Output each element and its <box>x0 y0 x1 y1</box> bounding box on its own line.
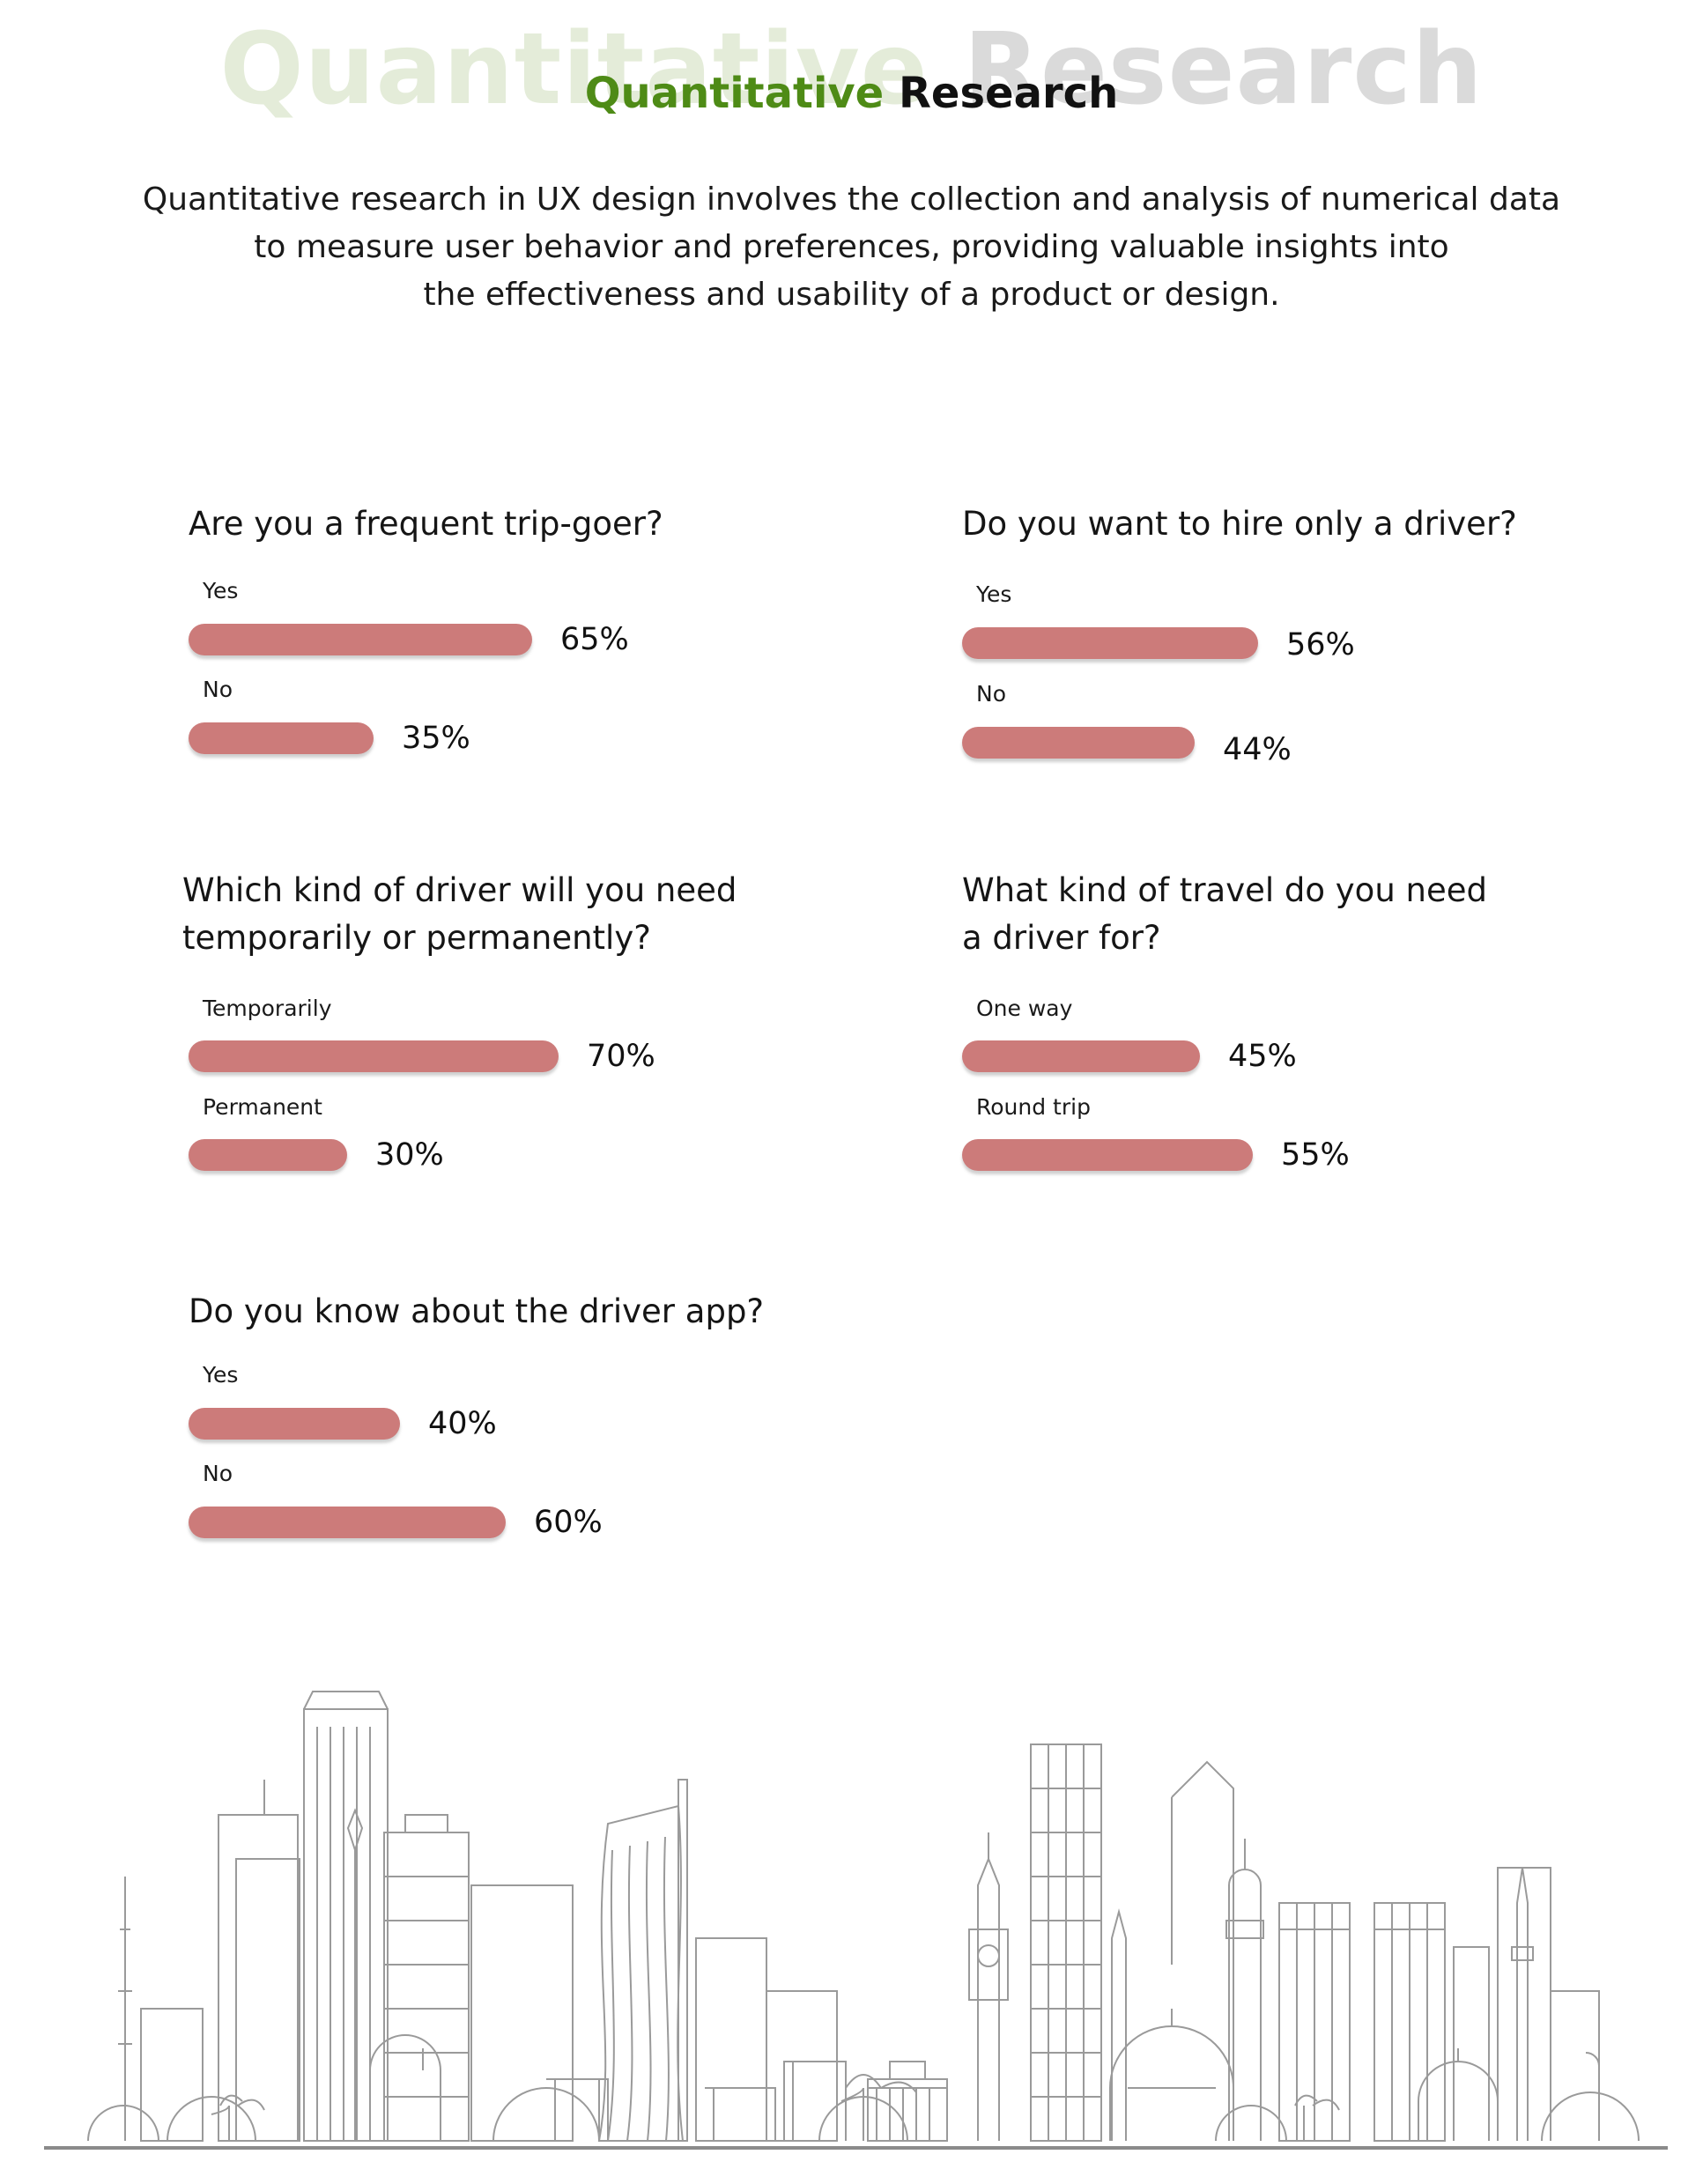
chart-5-value-1: 40% <box>428 1406 497 1441</box>
chart-4-label-2: Round trip <box>976 1094 1091 1120</box>
chart-4-value-2: 55% <box>1281 1137 1350 1173</box>
chart-1-title: Are you a frequent trip-goer? <box>189 505 663 543</box>
intro-line-1: Quantitative research in UX design invol… <box>142 181 1561 218</box>
chart-4-title-line-2: a driver for? <box>962 919 1161 957</box>
chart-5-value-2: 60% <box>534 1505 603 1540</box>
chart-2-bar-1 <box>962 627 1258 659</box>
chart-3-value-2: 30% <box>375 1137 444 1173</box>
watermark-word-2: Research <box>963 12 1484 127</box>
watermark-word-1: Quantitative <box>219 12 929 127</box>
chart-3-title-line-1: Which kind of driver will you need <box>182 871 737 909</box>
chart-3-label-1: Temporarily <box>203 996 332 1021</box>
chart-2-bar-2 <box>962 727 1195 759</box>
chart-4-label-1: One way <box>976 996 1073 1021</box>
chart-4-title-line-1: What kind of travel do you need <box>962 871 1487 909</box>
chart-3-bar-2 <box>189 1139 347 1171</box>
chart-2-value-2: 44% <box>1223 732 1292 767</box>
chart-4-bar-1 <box>962 1040 1200 1072</box>
watermark-title: Quantitative Research <box>0 12 1703 127</box>
city-skyline-illustration <box>44 1691 1668 2150</box>
intro-line-2: to measure user behavior and preferences… <box>254 229 1449 265</box>
intro-line-3: the effectiveness and usability of a pro… <box>423 277 1280 313</box>
chart-5-bar-2 <box>189 1507 506 1538</box>
page-title-word-1: Quantitative <box>584 69 885 118</box>
page-title: Quantitative Research <box>0 65 1703 122</box>
chart-2-value-1: 56% <box>1286 627 1355 663</box>
chart-5-bar-1 <box>189 1408 400 1440</box>
chart-4-bar-2 <box>962 1139 1253 1171</box>
chart-1-bar-1 <box>189 624 532 655</box>
chart-3-title-line-2: temporarily or permanently? <box>182 919 651 957</box>
chart-1-value-2: 35% <box>402 721 470 756</box>
chart-4-value-1: 45% <box>1228 1039 1297 1074</box>
chart-5-title: Do you know about the driver app? <box>189 1292 765 1330</box>
chart-3-label-2: Permanent <box>203 1094 322 1120</box>
chart-2-label-2: No <box>976 681 1006 707</box>
intro-paragraph: Quantitative research in UX design invol… <box>123 176 1580 319</box>
page-title-word-2: Research <box>898 69 1119 118</box>
chart-1-bar-2 <box>189 722 374 754</box>
chart-1-label-1: Yes <box>203 578 239 603</box>
chart-1-value-1: 65% <box>560 622 629 657</box>
chart-3-bar-1 <box>189 1040 559 1072</box>
chart-1-label-2: No <box>203 677 233 702</box>
chart-5-label-1: Yes <box>203 1362 239 1388</box>
chart-3-value-1: 70% <box>587 1039 655 1074</box>
chart-2-label-1: Yes <box>976 581 1012 607</box>
chart-2-title: Do you want to hire only a driver? <box>962 505 1517 543</box>
chart-5-label-2: No <box>203 1461 233 1486</box>
